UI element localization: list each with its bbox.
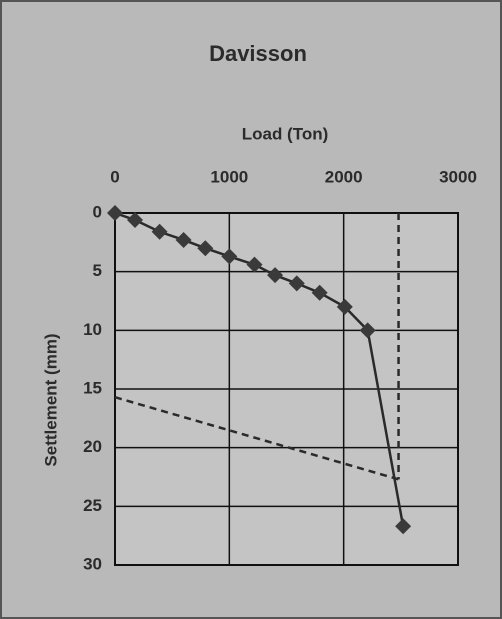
y-tick-label: 15 — [83, 378, 102, 397]
dashed-line — [114, 396, 399, 481]
x-tick-label: 2000 — [325, 167, 363, 186]
marker — [267, 267, 284, 284]
marker — [175, 231, 192, 248]
x-tick-label: 0 — [110, 167, 119, 186]
marker — [151, 223, 168, 240]
y-tick-label: 30 — [83, 554, 102, 573]
chart-title: Davisson — [209, 41, 307, 66]
y-tick-label: 5 — [93, 261, 102, 280]
marker — [359, 322, 376, 339]
marker — [221, 248, 238, 265]
marker — [395, 518, 412, 535]
x-tick-label: 3000 — [439, 167, 477, 186]
y-tick-label: 25 — [83, 496, 102, 515]
marker — [107, 205, 123, 221]
y-axis-label: Settlement (mm) — [41, 333, 60, 466]
x-axis-label: Load (Ton) — [242, 124, 329, 143]
x-tick-label: 1000 — [210, 167, 248, 186]
marker — [197, 240, 214, 257]
y-tick-label: 20 — [83, 437, 102, 456]
marker — [311, 284, 328, 301]
marker — [246, 256, 263, 273]
y-tick-label: 10 — [83, 320, 102, 339]
y-tick-label: 0 — [93, 202, 102, 221]
marker — [336, 298, 353, 315]
marker — [127, 212, 144, 229]
marker — [288, 275, 305, 292]
